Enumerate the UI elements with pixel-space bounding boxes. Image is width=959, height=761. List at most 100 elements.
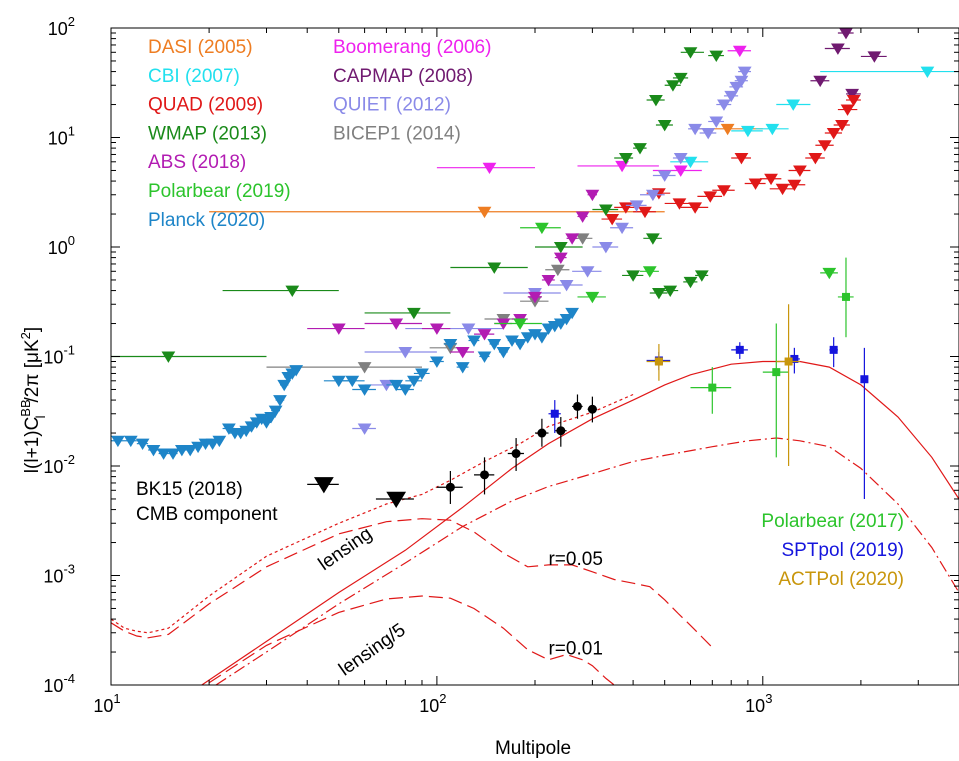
upper-limit-marker — [477, 351, 492, 363]
upper-limit-marker — [786, 99, 801, 111]
legend-entry: QUIET (2012) — [333, 95, 451, 116]
y-tick-label-base: 10 — [48, 19, 68, 39]
upper-limit-marker — [166, 448, 180, 460]
upper-limit-marker — [703, 191, 718, 203]
y-tick-label-exp: -3 — [63, 562, 75, 577]
upper-limit-marker — [357, 423, 372, 435]
upper-limit-marker — [496, 346, 511, 359]
upper-limit-marker — [808, 152, 823, 165]
upper-limit-marker — [357, 384, 372, 396]
upper-limit-marker — [740, 125, 755, 138]
upper-limit-marker — [817, 140, 832, 152]
series-polarbear-2019- — [494, 222, 838, 330]
upper-limit-marker — [559, 314, 574, 326]
annotation-lensing: lensing — [315, 523, 376, 575]
y-tick-label: 10-1 — [43, 343, 75, 368]
y-tick-label-exp: -4 — [63, 671, 75, 686]
upper-limit-marker — [822, 267, 837, 280]
legend-entry: ABS (2018) — [148, 152, 246, 173]
series-capmap-2008- — [810, 28, 887, 101]
upper-limit-marker — [840, 104, 855, 116]
y-tick-label-exp: 0 — [68, 233, 75, 248]
upper-limit-marker — [565, 233, 580, 245]
upper-limit-marker — [652, 288, 666, 300]
upper-limit-marker — [135, 438, 150, 451]
upper-limit-marker — [553, 252, 568, 264]
upper-limit-marker — [683, 156, 698, 169]
data-points — [111, 28, 959, 509]
legend-entry: QUAD (2009) — [148, 95, 263, 116]
upper-limit-marker — [477, 329, 492, 341]
x-tick-label-base: 10 — [419, 696, 439, 716]
upper-limit-marker — [618, 152, 633, 165]
upper-limit-marker — [867, 51, 882, 63]
x-tick-label-base: 10 — [93, 696, 113, 716]
upper-limit-marker — [482, 162, 497, 175]
upper-limit-marker — [146, 444, 161, 457]
y-tick-label-exp: -1 — [63, 343, 75, 358]
upper-limit-marker — [123, 435, 138, 448]
upper-limit-marker — [467, 335, 481, 347]
x-axis-title: Multipole — [495, 738, 571, 759]
upper-limit-marker — [666, 80, 680, 92]
upper-limit-marker — [575, 233, 590, 245]
upper-limit-marker — [813, 75, 828, 88]
detection-marker — [572, 401, 582, 411]
upper-limit-marker — [565, 307, 580, 320]
upper-limit-marker — [709, 50, 724, 62]
y-axis-title-end: ] — [22, 327, 43, 332]
legend-entry: CAPMAP (2008) — [333, 66, 473, 87]
upper-limit-marker — [174, 444, 189, 457]
y-tick-label: 10-3 — [43, 562, 75, 587]
curve-lensing — [201, 360, 959, 685]
upper-limit-marker — [645, 233, 660, 245]
detection-marker — [480, 470, 490, 480]
upper-limit-marker — [633, 143, 647, 155]
upper-limit-marker — [775, 183, 790, 196]
y-tick-label: 10-2 — [43, 452, 75, 477]
annotation-lensing-5: lensing/5 — [335, 620, 409, 681]
upper-limit-marker — [156, 448, 171, 460]
upper-limit-marker — [553, 242, 568, 254]
upper-limit-marker — [205, 438, 220, 451]
y-tick-label: 10-4 — [43, 671, 75, 696]
upper-limit-marker — [443, 339, 458, 351]
upper-limit-marker — [585, 189, 600, 202]
upper-limit-marker — [415, 368, 429, 380]
x-tick-label: 102 — [419, 691, 446, 716]
upper-limit-marker — [535, 222, 549, 235]
upper-limit-marker — [264, 412, 279, 424]
upper-limit-marker — [657, 120, 672, 132]
upper-limit-marker — [273, 395, 287, 407]
upper-limit-marker — [764, 173, 778, 186]
axis-ticks — [110, 27, 959, 686]
y-tick-label: 100 — [48, 233, 75, 258]
upper-limit-marker — [694, 270, 709, 282]
x-tick-label: 103 — [745, 691, 772, 716]
y-tick-label-exp: -2 — [63, 452, 75, 467]
curve-lensing-5 — [215, 437, 959, 685]
upper-limit-marker — [386, 491, 407, 509]
y-tick-label: 101 — [48, 124, 75, 149]
detection-marker — [654, 357, 663, 366]
y-tick-label-base: 10 — [43, 676, 63, 696]
series-wmap-2013- — [111, 47, 724, 363]
upper-limit-marker — [615, 160, 629, 173]
upper-limit-marker — [765, 123, 780, 136]
upper-limit-marker — [793, 165, 807, 177]
legend-entry: ACTPol (2020) — [778, 569, 904, 590]
x-tick-label-exp: 1 — [113, 691, 120, 706]
detection-marker — [841, 292, 850, 301]
detection-marker — [708, 383, 717, 392]
upper-limit-marker — [487, 339, 502, 351]
detection-marker — [587, 404, 597, 414]
upper-limit-marker — [520, 332, 535, 344]
series-quad-2009- — [601, 95, 861, 226]
upper-limit-marker — [649, 95, 663, 107]
series-boomerang-2006- — [436, 45, 751, 177]
upper-limit-marker — [345, 375, 360, 388]
upper-limit-marker — [513, 318, 527, 330]
series-sptpol-2019- — [548, 337, 869, 499]
series-planck-2020- — [111, 307, 580, 460]
upper-limit-marker — [638, 206, 652, 219]
